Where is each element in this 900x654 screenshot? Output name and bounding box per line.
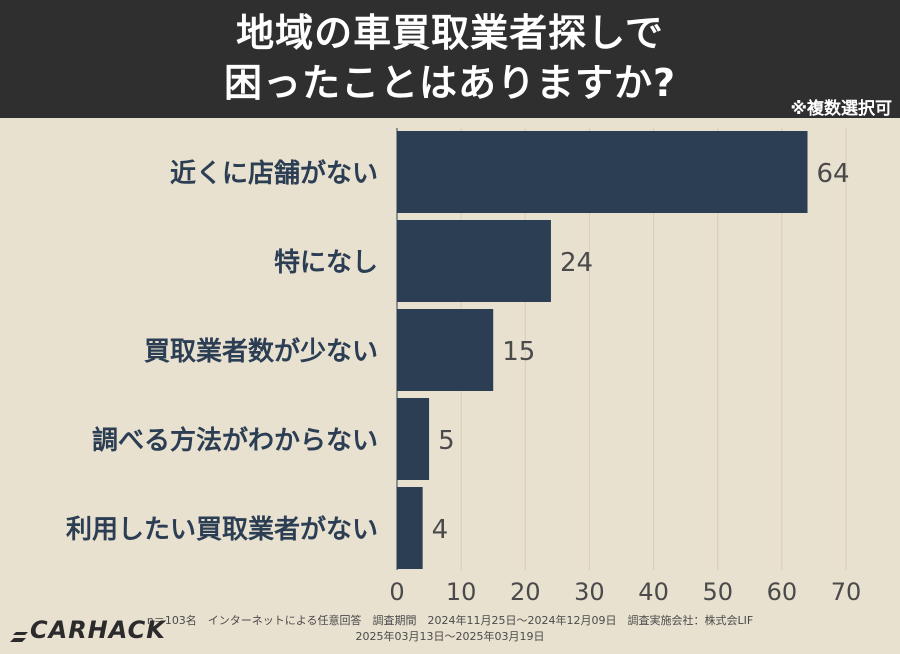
x-tick-label-70: 70 <box>831 578 862 606</box>
x-tick-label-20: 20 <box>510 578 541 606</box>
logo-text: CARHACK <box>30 616 166 644</box>
x-tick-label-40: 40 <box>638 578 669 606</box>
value-label-0: 64 <box>817 159 850 189</box>
survey-period: 2025年03月13日〜2025年03月19日 <box>355 630 545 643</box>
bar-chart: 近くに店舗がない 64 特になし 24 買取業者数が少ない 15 調べる方法がわからない 5 利… <box>66 128 862 606</box>
logo-stripes-icon <box>10 632 28 642</box>
value-label-4: 4 <box>432 515 449 545</box>
chart-title-line-1: 地域の車買取業者探しで <box>236 11 664 55</box>
header-banner: 地域の車買取業者探しで 困ったことはありますか? ※複数選択可 <box>0 0 900 119</box>
category-label-3: 調べる方法がわからない <box>92 425 378 456</box>
survey-info: n＝103名 インターネットによる任意回答 調査期間 2024年11月25日〜2… <box>146 614 754 627</box>
value-label-1: 24 <box>560 248 593 278</box>
carhack-logo: CARHACK <box>10 614 165 644</box>
bar-1 <box>397 220 551 302</box>
value-label-2: 15 <box>502 337 535 367</box>
value-label-3: 5 <box>438 426 455 456</box>
x-tick-label-50: 50 <box>702 578 733 606</box>
x-tick-label-10: 10 <box>446 578 477 606</box>
x-tick-label-0: 0 <box>389 578 404 606</box>
category-label-2: 買取業者数が少ない <box>144 336 378 367</box>
bar-4 <box>397 487 423 569</box>
x-tick-label-30: 30 <box>574 578 605 606</box>
bar-2 <box>397 309 494 391</box>
x-tick-label-60: 60 <box>767 578 798 606</box>
bar-3 <box>397 398 430 480</box>
chart-title-line-2: 困ったことはありますか? <box>223 61 677 105</box>
bar-0 <box>397 131 808 213</box>
category-label-0: 近くに店舗がない <box>170 158 378 189</box>
category-label-4: 利用したい買取業者がない <box>66 514 378 545</box>
multiple-choice-note: ※複数選択可 <box>790 99 892 119</box>
category-label-1: 特になし <box>274 247 378 278</box>
